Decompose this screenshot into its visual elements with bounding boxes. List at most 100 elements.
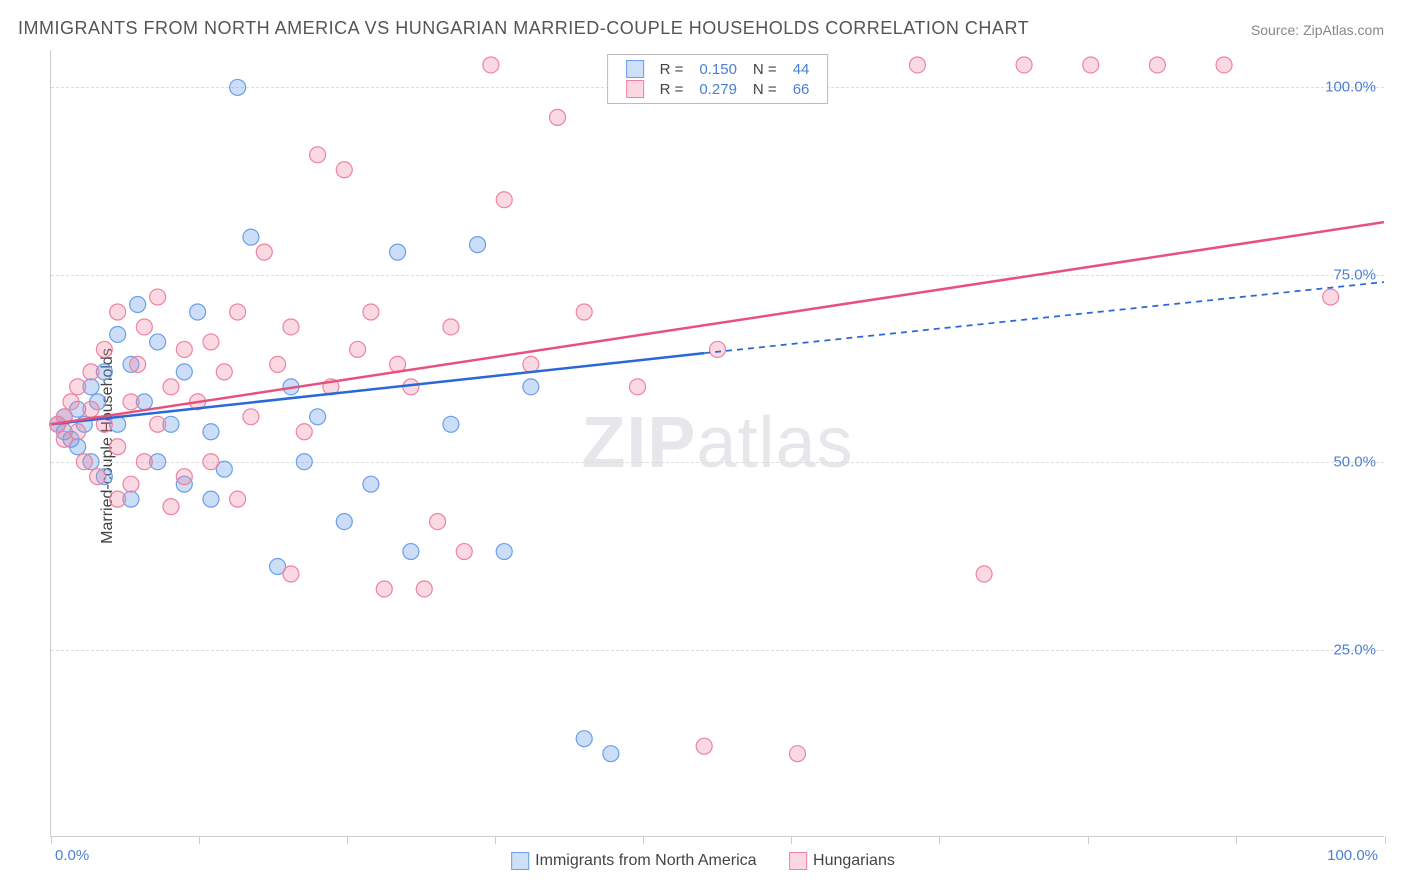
x-tick bbox=[791, 836, 792, 844]
scatter-point bbox=[150, 416, 166, 432]
scatter-point bbox=[70, 379, 86, 395]
scatter-point bbox=[216, 364, 232, 380]
trend-line bbox=[51, 353, 704, 424]
scatter-point bbox=[176, 364, 192, 380]
r-value-series-b: 0.279 bbox=[691, 79, 745, 99]
scatter-point bbox=[696, 738, 712, 754]
scatter-point bbox=[230, 79, 246, 95]
scatter-point bbox=[1016, 57, 1032, 73]
scatter-point bbox=[430, 514, 446, 530]
legend-swatch-series-a bbox=[626, 60, 644, 78]
source-attribution: Source: ZipAtlas.com bbox=[1251, 22, 1384, 38]
scatter-point bbox=[243, 409, 259, 425]
scatter-point bbox=[550, 109, 566, 125]
x-tick bbox=[347, 836, 348, 844]
r-label: R = bbox=[652, 59, 692, 79]
scatter-point bbox=[710, 341, 726, 357]
scatter-point bbox=[230, 304, 246, 320]
scatter-point bbox=[310, 409, 326, 425]
scatter-point bbox=[390, 244, 406, 260]
scatter-point bbox=[123, 394, 139, 410]
scatter-point bbox=[443, 416, 459, 432]
legend-row-series-b: R = 0.279 N = 66 bbox=[618, 79, 818, 99]
x-tick bbox=[1088, 836, 1089, 844]
scatter-point bbox=[376, 581, 392, 597]
scatter-point bbox=[150, 289, 166, 305]
legend-swatch-a-icon bbox=[511, 852, 529, 870]
scatter-point bbox=[203, 424, 219, 440]
scatter-plot-svg bbox=[51, 50, 1384, 836]
scatter-point bbox=[789, 746, 805, 762]
scatter-point bbox=[270, 356, 286, 372]
n-value-series-b: 66 bbox=[785, 79, 818, 99]
legend-bottom: Immigrants from North America Hungarians bbox=[497, 852, 909, 870]
scatter-point bbox=[110, 439, 126, 455]
scatter-point bbox=[416, 581, 432, 597]
scatter-point bbox=[1083, 57, 1099, 73]
scatter-point bbox=[496, 192, 512, 208]
scatter-point bbox=[163, 379, 179, 395]
scatter-point bbox=[483, 57, 499, 73]
scatter-point bbox=[123, 476, 139, 492]
scatter-point bbox=[83, 364, 99, 380]
scatter-point bbox=[336, 514, 352, 530]
legend-item-series-b: Hungarians bbox=[789, 852, 895, 870]
legend-swatch-series-b bbox=[626, 80, 644, 98]
scatter-point bbox=[576, 304, 592, 320]
scatter-point bbox=[283, 319, 299, 335]
scatter-point bbox=[576, 731, 592, 747]
scatter-point bbox=[283, 566, 299, 582]
n-label: N = bbox=[745, 59, 785, 79]
scatter-point bbox=[203, 491, 219, 507]
scatter-point bbox=[310, 147, 326, 163]
source-link[interactable]: ZipAtlas.com bbox=[1303, 22, 1384, 38]
scatter-point bbox=[336, 162, 352, 178]
trend-line bbox=[51, 222, 1384, 424]
scatter-point bbox=[190, 304, 206, 320]
legend-correlation-box: R = 0.150 N = 44 R = 0.279 N = 66 bbox=[607, 54, 829, 104]
x-tick bbox=[199, 836, 200, 844]
scatter-point bbox=[909, 57, 925, 73]
scatter-point bbox=[243, 229, 259, 245]
scatter-point bbox=[83, 401, 99, 417]
scatter-point bbox=[256, 244, 272, 260]
legend-label-series-a: Immigrants from North America bbox=[535, 852, 756, 869]
scatter-point bbox=[603, 746, 619, 762]
scatter-point bbox=[150, 334, 166, 350]
scatter-point bbox=[136, 319, 152, 335]
scatter-point bbox=[443, 319, 459, 335]
scatter-point bbox=[70, 424, 86, 440]
scatter-point bbox=[630, 379, 646, 395]
chart-title: IMMIGRANTS FROM NORTH AMERICA VS HUNGARI… bbox=[18, 18, 1029, 39]
scatter-point bbox=[403, 544, 419, 560]
scatter-point bbox=[203, 334, 219, 350]
scatter-point bbox=[90, 469, 106, 485]
scatter-point bbox=[76, 454, 92, 470]
n-label: N = bbox=[745, 79, 785, 99]
scatter-point bbox=[523, 356, 539, 372]
scatter-point bbox=[110, 326, 126, 342]
n-value-series-a: 44 bbox=[785, 59, 818, 79]
scatter-point bbox=[96, 341, 112, 357]
scatter-point bbox=[130, 356, 146, 372]
trend-line-extrapolated bbox=[704, 282, 1384, 353]
scatter-point bbox=[456, 544, 472, 560]
scatter-point bbox=[63, 394, 79, 410]
r-value-series-a: 0.150 bbox=[691, 59, 745, 79]
x-axis-max-label: 100.0% bbox=[1327, 847, 1378, 864]
scatter-point bbox=[110, 491, 126, 507]
scatter-point bbox=[203, 454, 219, 470]
source-label: Source: bbox=[1251, 22, 1299, 38]
x-tick bbox=[939, 836, 940, 844]
x-axis-origin-label: 0.0% bbox=[55, 847, 89, 864]
scatter-point bbox=[363, 304, 379, 320]
scatter-point bbox=[1323, 289, 1339, 305]
scatter-point bbox=[350, 341, 366, 357]
legend-table: R = 0.150 N = 44 R = 0.279 N = 66 bbox=[618, 59, 818, 99]
scatter-point bbox=[296, 454, 312, 470]
scatter-point bbox=[136, 454, 152, 470]
legend-item-series-a: Immigrants from North America bbox=[511, 852, 756, 870]
scatter-point bbox=[163, 499, 179, 515]
scatter-point bbox=[976, 566, 992, 582]
x-tick bbox=[51, 836, 52, 844]
